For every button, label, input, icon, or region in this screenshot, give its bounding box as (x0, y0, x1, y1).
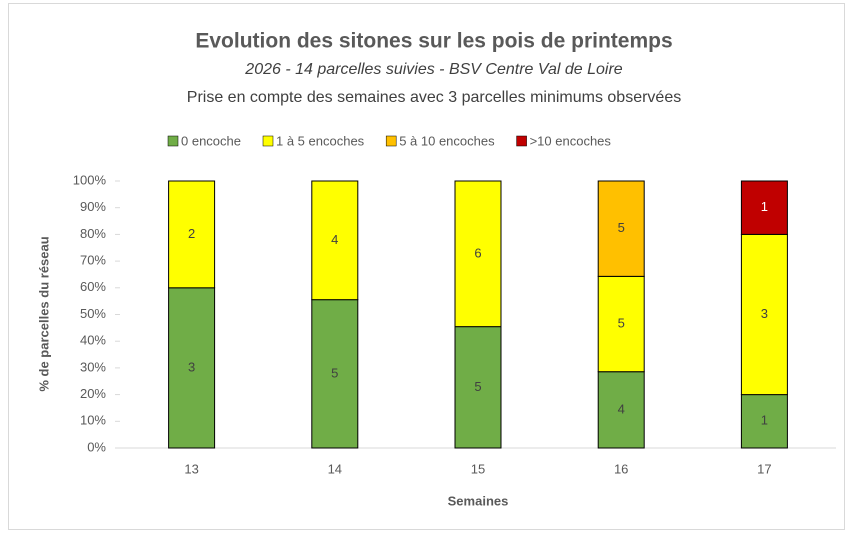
legend-swatch (516, 135, 527, 147)
data-label: 5 (331, 365, 338, 380)
legend-label: 0 encoche (181, 133, 241, 148)
y-tick-label: 40% (80, 333, 106, 348)
data-label: 6 (474, 245, 481, 260)
x-tick-label: 13 (184, 461, 198, 476)
bar-segment (311, 180, 359, 301)
bar-segment (740, 233, 788, 396)
data-label: 5 (474, 379, 481, 394)
y-tick-label: 10% (80, 413, 106, 428)
y-tick-label: 20% (80, 386, 106, 401)
chart-title: Evolution des sitones sur les pois de pr… (195, 30, 672, 53)
y-tick-label: 0% (87, 439, 106, 454)
legend-swatch (167, 135, 179, 147)
data-label: 3 (188, 359, 195, 374)
y-tick-label: 70% (80, 253, 106, 268)
data-label: 3 (761, 306, 768, 321)
x-tick-label: 16 (614, 461, 628, 476)
bar-segment (168, 180, 216, 289)
x-tick-label: 15 (471, 461, 485, 476)
legend-label: >10 encoches (530, 133, 612, 148)
bar-segment (597, 275, 645, 373)
y-tick-label: 80% (80, 226, 106, 241)
x-tick-label: 17 (757, 461, 771, 476)
y-tick-label: 100% (73, 172, 107, 187)
y-axis-label: % de parcelles du réseau (36, 236, 51, 391)
bar-segment (740, 394, 788, 449)
data-label: 2 (188, 226, 195, 241)
data-label: 5 (618, 315, 625, 330)
chart-note: Prise en compte des semaines avec 3 parc… (187, 89, 681, 106)
bar-segment (597, 180, 645, 277)
x-axis-label: Semaines (448, 493, 509, 508)
data-label: 4 (331, 232, 338, 247)
data-label: 4 (618, 401, 625, 416)
chart-frame (8, 3, 845, 530)
data-label: 1 (761, 199, 768, 214)
legend-swatch (385, 135, 397, 147)
y-tick-label: 50% (80, 306, 106, 321)
x-tick-label: 14 (328, 461, 342, 476)
bar-segment (168, 287, 216, 449)
y-tick-label: 60% (80, 279, 106, 294)
bar-segment (454, 180, 502, 328)
y-tick-label: 90% (80, 199, 106, 214)
data-label: 1 (761, 413, 768, 428)
data-label: 5 (618, 220, 625, 235)
legend-label: 1 à 5 encoches (276, 133, 365, 148)
chart-subtitle: 2026 - 14 parcelles suivies - BSV Centre… (244, 61, 622, 78)
legend-label: 5 à 10 encoches (399, 133, 495, 148)
bar-segment (740, 180, 788, 235)
bar-segment (454, 326, 502, 449)
legend-swatch (262, 135, 274, 147)
bar-segment (597, 371, 645, 449)
y-tick-label: 30% (80, 359, 106, 374)
